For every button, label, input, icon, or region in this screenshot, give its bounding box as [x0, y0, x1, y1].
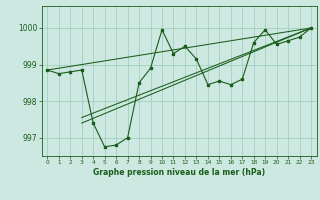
- X-axis label: Graphe pression niveau de la mer (hPa): Graphe pression niveau de la mer (hPa): [93, 168, 265, 177]
